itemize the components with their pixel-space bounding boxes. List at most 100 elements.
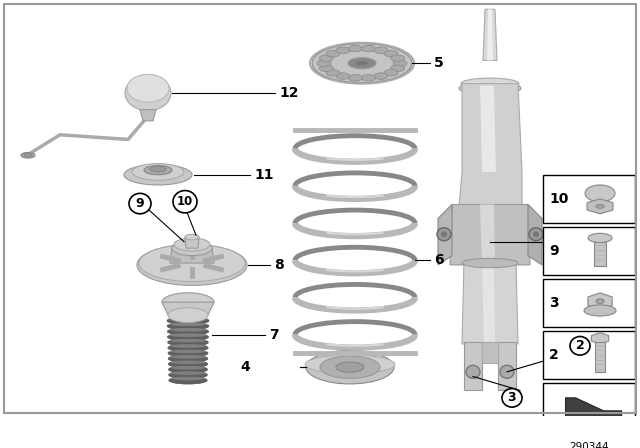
Ellipse shape <box>167 328 209 335</box>
Text: 4: 4 <box>240 360 250 374</box>
Circle shape <box>466 365 480 378</box>
Circle shape <box>437 228 451 241</box>
Ellipse shape <box>374 73 388 79</box>
Ellipse shape <box>170 333 207 337</box>
Ellipse shape <box>169 371 207 379</box>
Polygon shape <box>487 9 493 60</box>
Circle shape <box>570 336 590 355</box>
Ellipse shape <box>168 355 208 362</box>
Ellipse shape <box>169 323 207 326</box>
Ellipse shape <box>348 58 376 69</box>
Ellipse shape <box>170 344 206 348</box>
Text: 9: 9 <box>549 244 559 258</box>
Polygon shape <box>480 204 495 265</box>
Text: 7: 7 <box>269 327 278 342</box>
Bar <box>543 331 635 379</box>
Text: 6: 6 <box>434 253 444 267</box>
Polygon shape <box>170 248 214 263</box>
Bar <box>594 241 606 266</box>
Ellipse shape <box>461 78 519 89</box>
Ellipse shape <box>170 360 205 364</box>
Ellipse shape <box>459 82 521 95</box>
Ellipse shape <box>125 75 171 111</box>
Ellipse shape <box>171 377 205 380</box>
Polygon shape <box>482 261 495 344</box>
Ellipse shape <box>127 74 169 102</box>
Text: 5: 5 <box>434 56 444 70</box>
Polygon shape <box>458 84 522 219</box>
Ellipse shape <box>137 245 247 285</box>
Bar <box>595 342 605 372</box>
Circle shape <box>533 232 539 237</box>
Ellipse shape <box>185 234 199 240</box>
Ellipse shape <box>326 50 340 57</box>
Ellipse shape <box>588 233 612 243</box>
Polygon shape <box>462 260 518 344</box>
Ellipse shape <box>171 371 205 375</box>
Polygon shape <box>483 9 497 60</box>
Polygon shape <box>566 398 621 417</box>
Polygon shape <box>498 342 516 390</box>
Ellipse shape <box>21 152 35 158</box>
Ellipse shape <box>336 73 350 79</box>
Polygon shape <box>480 86 496 172</box>
Polygon shape <box>588 293 612 310</box>
Text: 10: 10 <box>549 192 568 206</box>
Ellipse shape <box>172 241 212 256</box>
Ellipse shape <box>585 185 615 202</box>
Ellipse shape <box>390 65 404 72</box>
Polygon shape <box>587 199 613 214</box>
Polygon shape <box>591 333 609 344</box>
Ellipse shape <box>144 165 172 175</box>
Ellipse shape <box>168 339 209 346</box>
Ellipse shape <box>170 349 206 353</box>
Ellipse shape <box>306 350 394 384</box>
Polygon shape <box>185 237 199 248</box>
Ellipse shape <box>362 45 376 52</box>
Text: 11: 11 <box>254 168 273 182</box>
Ellipse shape <box>320 356 380 378</box>
Circle shape <box>502 388 522 407</box>
Text: 9: 9 <box>136 197 144 210</box>
Ellipse shape <box>169 317 207 321</box>
Ellipse shape <box>174 238 210 251</box>
Ellipse shape <box>384 50 398 57</box>
Ellipse shape <box>150 166 166 172</box>
Ellipse shape <box>167 317 209 324</box>
Polygon shape <box>438 204 452 265</box>
Ellipse shape <box>305 355 395 374</box>
Ellipse shape <box>168 333 209 340</box>
Text: 10: 10 <box>177 195 193 208</box>
Circle shape <box>529 228 543 241</box>
Text: 8: 8 <box>274 258 284 272</box>
Text: 290344: 290344 <box>569 443 609 448</box>
Ellipse shape <box>326 69 340 76</box>
Polygon shape <box>464 342 482 390</box>
Ellipse shape <box>390 55 404 61</box>
Polygon shape <box>482 342 498 362</box>
Ellipse shape <box>168 349 208 357</box>
Ellipse shape <box>168 366 207 373</box>
Ellipse shape <box>170 366 205 370</box>
Text: 3: 3 <box>549 296 559 310</box>
Ellipse shape <box>596 299 604 303</box>
Circle shape <box>500 365 514 378</box>
Polygon shape <box>140 110 156 121</box>
Ellipse shape <box>162 293 214 311</box>
Ellipse shape <box>362 75 376 81</box>
Text: 3: 3 <box>508 392 516 405</box>
Text: 12: 12 <box>279 86 298 100</box>
Ellipse shape <box>317 60 331 66</box>
Circle shape <box>441 232 447 237</box>
Ellipse shape <box>24 153 32 157</box>
Ellipse shape <box>462 258 518 268</box>
Text: 2: 2 <box>575 339 584 352</box>
Ellipse shape <box>168 360 207 368</box>
Ellipse shape <box>124 164 192 185</box>
Ellipse shape <box>336 47 350 54</box>
Ellipse shape <box>168 344 208 352</box>
Ellipse shape <box>393 60 407 66</box>
Polygon shape <box>162 302 214 315</box>
Polygon shape <box>528 204 542 265</box>
Ellipse shape <box>584 305 616 316</box>
